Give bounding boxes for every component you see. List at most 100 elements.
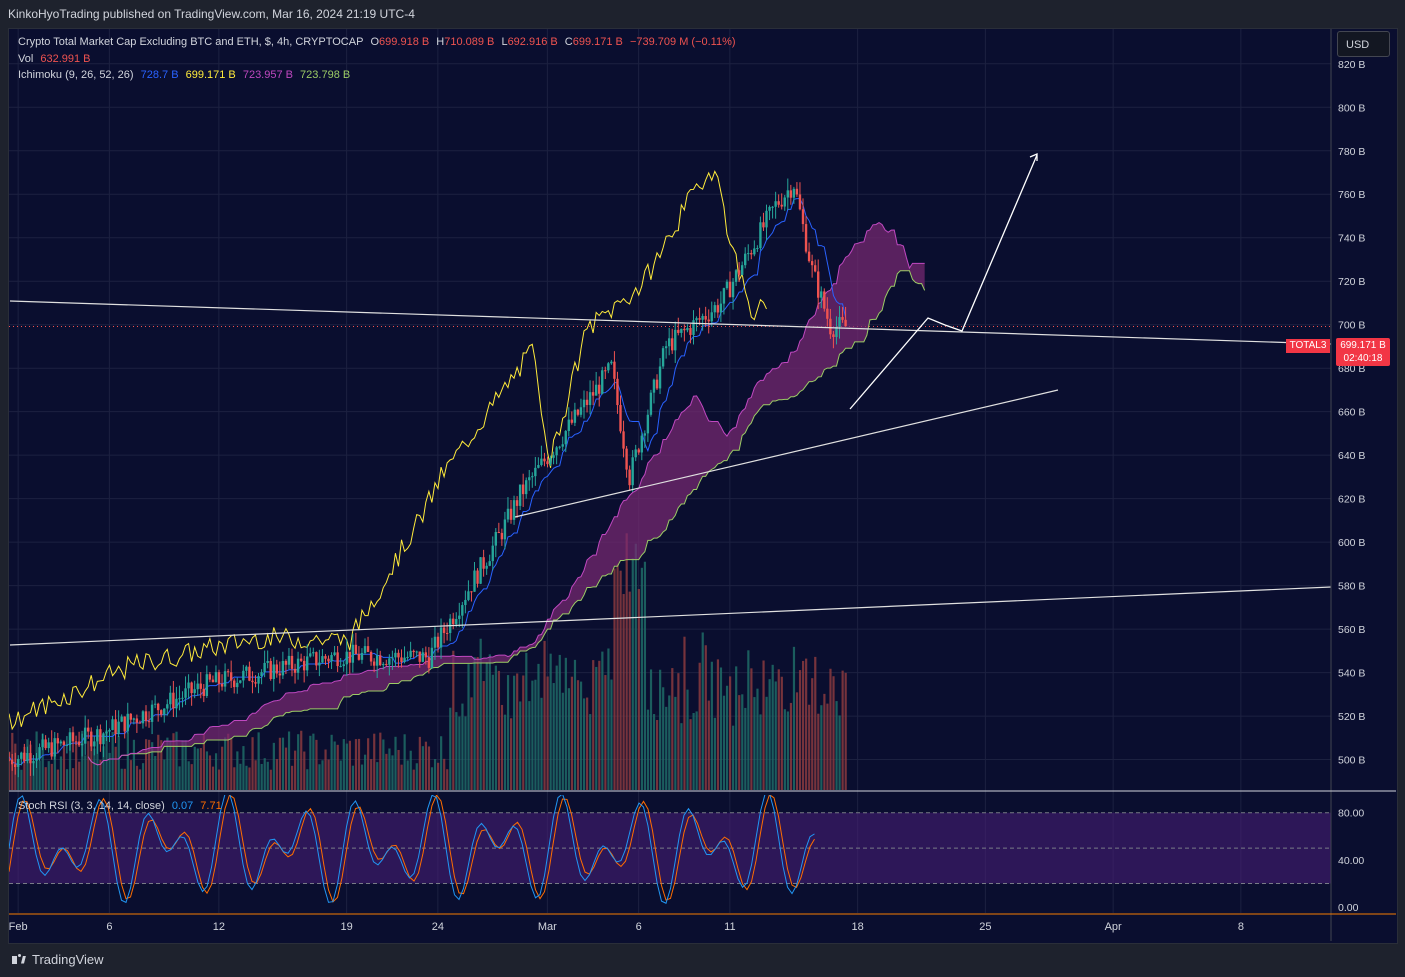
- volume-bar: [832, 676, 835, 790]
- candle-body: [613, 361, 616, 379]
- volume-bar: [233, 767, 236, 790]
- volume-bar: [400, 764, 403, 790]
- candle-body: [528, 477, 531, 481]
- volume-bar: [628, 591, 631, 790]
- candle-body: [491, 545, 494, 562]
- volume-bar: [759, 714, 762, 790]
- volume-bar: [324, 749, 327, 790]
- tradingview-logo[interactable]: TradingView: [12, 952, 104, 967]
- candle-body: [217, 672, 221, 684]
- y-axis-label: 600 B: [1338, 537, 1365, 549]
- volume-bar: [497, 670, 501, 790]
- volume-bar: [20, 769, 23, 790]
- volume-bar: [306, 769, 309, 790]
- volume-bar: [126, 732, 129, 790]
- candle-body: [242, 670, 245, 681]
- candle-body: [607, 363, 610, 371]
- volume-bar: [135, 765, 139, 790]
- volume-bar: [412, 769, 415, 790]
- volume-bar: [610, 679, 613, 790]
- volume-bar: [725, 685, 729, 790]
- candle-body: [667, 338, 671, 347]
- volume-bar: [549, 653, 552, 790]
- volume-bar: [382, 739, 385, 790]
- volume-bar: [214, 753, 218, 790]
- candle-body: [740, 265, 744, 275]
- volume-bar: [376, 762, 379, 790]
- candle-body: [585, 399, 589, 405]
- candle-body: [339, 666, 342, 668]
- y-axis-label: 520 B: [1338, 711, 1365, 723]
- volume-bar: [634, 543, 637, 790]
- candle-body: [546, 461, 549, 465]
- candle-body: [467, 591, 470, 600]
- candle-body: [458, 615, 461, 619]
- volume-bar: [440, 736, 443, 790]
- ohlc-change: −739.709 M (−0.11%): [629, 36, 736, 48]
- candle-body: [111, 719, 114, 730]
- y-axis-label: 820 B: [1338, 59, 1365, 71]
- candle-body: [506, 508, 510, 520]
- symbol-price-tag: TOTAL3: [1286, 339, 1330, 353]
- volume-bar: [826, 703, 829, 790]
- stoch-y-axis-label: 80.00: [1338, 808, 1364, 820]
- y-axis-label: 680 B: [1338, 363, 1365, 375]
- candle-body: [433, 636, 437, 648]
- volume-bar: [792, 646, 796, 790]
- candle-body: [312, 652, 315, 654]
- volume-bar: [789, 702, 793, 790]
- volume-bar: [178, 766, 181, 790]
- volume-bar: [458, 716, 461, 790]
- candle-body: [807, 251, 811, 262]
- stoch-k-value: 0.07: [171, 800, 194, 812]
- volume-bar: [619, 570, 622, 790]
- volume-bar: [476, 657, 479, 790]
- ohlc-open-value: 699.918 B: [379, 36, 430, 48]
- candle-body: [576, 409, 580, 415]
- candle-body: [105, 731, 108, 734]
- volume-bar: [257, 732, 260, 790]
- volume-bar: [698, 662, 701, 790]
- volume-bar: [506, 675, 510, 790]
- volume-bar: [351, 765, 355, 790]
- ichimoku-conversion-line: [9, 198, 847, 766]
- candle-body: [102, 733, 105, 745]
- candle-body: [674, 329, 677, 351]
- candle-body: [184, 688, 187, 698]
- volume-legend: Vol 632.991 B: [18, 53, 95, 65]
- volume-bar: [844, 672, 847, 790]
- volume-bar: [26, 739, 29, 790]
- y-axis-label: 760 B: [1338, 189, 1365, 201]
- volume-bar: [805, 658, 808, 790]
- volume-bar: [184, 740, 187, 790]
- volume-bar: [555, 665, 558, 790]
- candle-body: [327, 658, 330, 662]
- candle-body: [686, 328, 689, 331]
- candle-body: [637, 449, 640, 453]
- bar-countdown-timer: 02:40:18: [1343, 353, 1383, 364]
- volume-bar: [573, 659, 577, 790]
- candle-body: [400, 657, 403, 663]
- volume-bar: [312, 733, 315, 790]
- volume-bar: [583, 698, 586, 790]
- volume-bar: [765, 696, 768, 790]
- volume-bar: [123, 768, 126, 790]
- volume-bar: [631, 558, 634, 790]
- volume-bar: [403, 734, 406, 790]
- candle-body: [14, 764, 17, 767]
- volume-bar: [616, 563, 619, 790]
- candle-body: [710, 312, 713, 322]
- currency-button[interactable]: USD: [1337, 31, 1390, 57]
- volume-bar: [741, 694, 744, 790]
- candle-body: [470, 591, 473, 593]
- candle-body: [725, 281, 729, 289]
- candle-body: [156, 703, 160, 711]
- candle-body: [549, 457, 552, 465]
- candle-body: [166, 704, 169, 709]
- volume-bar: [187, 761, 190, 790]
- candle-body: [503, 519, 507, 540]
- volume-bar: [567, 688, 570, 790]
- candle-body: [245, 666, 248, 671]
- volume-bar: [485, 661, 488, 790]
